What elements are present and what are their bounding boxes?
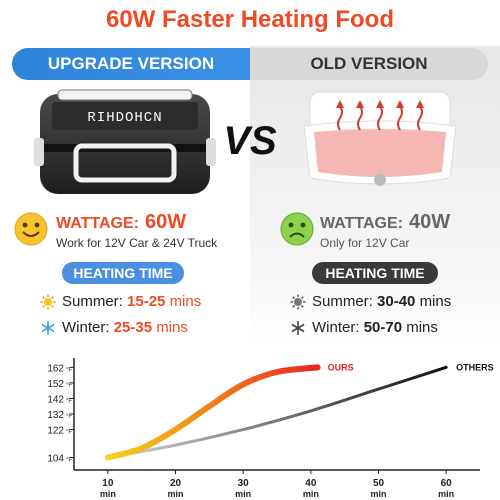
- x-tick-label: 30: [238, 478, 250, 489]
- upgrade-heating-time-pill: HEATING TIME: [62, 262, 184, 284]
- winter-value: 50-70: [363, 319, 403, 336]
- winter-unit: mins: [406, 319, 438, 336]
- y-tick-label: 122: [47, 426, 64, 437]
- summer-label: Summer:: [312, 293, 373, 310]
- vs-label: VS: [223, 119, 277, 163]
- x-tick-label: 10: [102, 478, 114, 489]
- old-heating-time-pill: HEATING TIME: [312, 262, 438, 284]
- sad-face-icon: [280, 212, 314, 246]
- x-tick-label: 60: [441, 478, 453, 489]
- series-ours-label: OURS: [328, 362, 354, 372]
- y-tick-label: 132: [47, 410, 64, 421]
- old-compat-note: Only for 12V Car: [320, 236, 410, 250]
- old-heater-image: [303, 91, 457, 186]
- summer-unit: mins: [419, 293, 452, 310]
- series-others-label: OTHERS: [456, 362, 494, 372]
- old-version-banner: OLD VERSION: [250, 48, 488, 80]
- vs-graphic: VS: [223, 119, 277, 163]
- old-winter-time: Winter: 50-70 mins: [312, 319, 438, 336]
- y-tick-label: 104: [47, 454, 64, 465]
- series-ours-line: [104, 364, 321, 461]
- y-tick-unit: °F: [66, 398, 72, 404]
- snowflake-icon: [291, 321, 305, 335]
- snowflake-icon: [41, 321, 55, 335]
- x-tick-unit: min: [370, 489, 386, 499]
- x-tick-unit: min: [235, 489, 251, 499]
- x-tick-label: 50: [373, 478, 385, 489]
- wattage-label: WATTAGE:: [320, 215, 403, 232]
- y-tick-label: 152: [47, 379, 64, 390]
- old-wattage: WATTAGE: 40W: [320, 211, 450, 234]
- wattage-value: 40W: [408, 211, 451, 233]
- upgrade-wattage: WATTAGE: 60W: [56, 211, 186, 234]
- old-summer-time: Summer: 30-40 mins: [312, 293, 451, 310]
- y-tick-unit: °F: [66, 414, 72, 420]
- x-tick-label: 40: [305, 478, 317, 489]
- y-tick-unit: °F: [66, 383, 72, 389]
- y-tick-unit: °F: [66, 430, 72, 436]
- sun-icon: [40, 294, 56, 310]
- happy-face-icon: [14, 212, 48, 246]
- winter-value: 25-35: [113, 319, 153, 336]
- summer-value: 30-40: [377, 293, 416, 310]
- x-tick-label: 20: [170, 478, 182, 489]
- y-tick-unit: °F: [66, 458, 72, 464]
- y-tick-label: 142: [47, 394, 64, 405]
- summer-label: Summer:: [62, 293, 123, 310]
- x-tick-unit: min: [100, 489, 116, 499]
- wattage-label: WATTAGE:: [56, 215, 139, 232]
- winter-label: Winter:: [312, 319, 360, 336]
- y-tick-label: 162: [47, 363, 64, 374]
- headline: 60W Faster Heating Food: [105, 6, 395, 33]
- winter-unit: mins: [156, 319, 188, 336]
- series-others-line: [106, 365, 448, 460]
- upgrade-winter-time: Winter: 25-35 mins: [62, 319, 188, 336]
- x-tick-unit: min: [167, 489, 183, 499]
- upgrade-version-banner: UPGRADE VERSION: [12, 48, 250, 80]
- sun-icon: [290, 294, 306, 310]
- summer-value: 15-25: [127, 293, 166, 310]
- winter-label: Winter:: [62, 319, 110, 336]
- x-tick-unit: min: [303, 489, 319, 499]
- wattage-value: 60W: [144, 211, 187, 233]
- upgrade-summer-time: Summer: 15-25 mins: [62, 293, 201, 310]
- x-tick-unit: min: [438, 489, 454, 499]
- y-tick-unit: °F: [66, 367, 72, 373]
- brand-logo: RIHDOHCN: [87, 110, 162, 126]
- upgrade-compat-note: Work for 12V Car & 24V Truck: [56, 236, 218, 250]
- summer-unit: mins: [169, 293, 202, 310]
- lunch-box-image: RIHDOHCN: [34, 89, 216, 194]
